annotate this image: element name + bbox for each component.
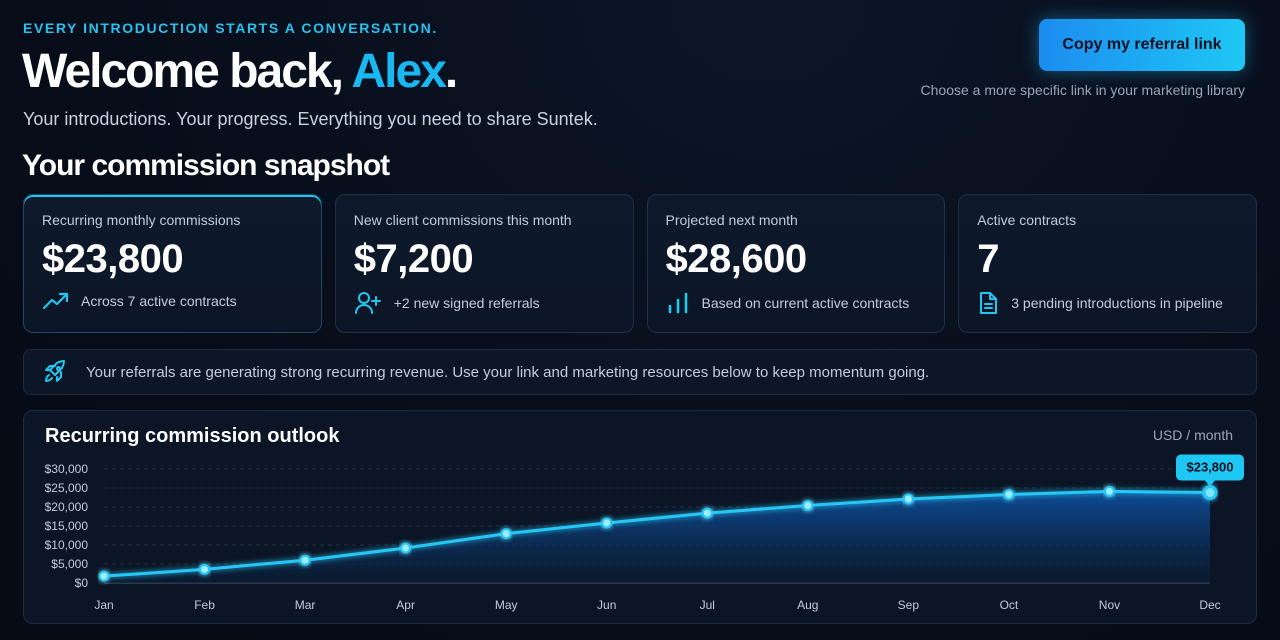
x-tick-label: Jul: [700, 598, 715, 612]
card-footnote-row: +2 new signed referrals: [354, 291, 615, 315]
card-label: Projected next month: [665, 212, 798, 228]
data-point: [601, 517, 613, 529]
user-plus-icon: [354, 292, 381, 314]
snapshot-cards: Recurring monthly commissions $23,800 Ac…: [23, 194, 1257, 333]
card-active-contracts[interactable]: Active contracts 7 3 pending introductio…: [958, 194, 1257, 333]
info-banner: Your referrals are generating strong rec…: [23, 349, 1257, 395]
snapshot-title: Your commission snapshot: [22, 149, 390, 182]
card-value: $7,200: [353, 237, 474, 281]
x-tick-label: Jun: [597, 598, 616, 612]
data-point: [199, 563, 211, 575]
data-point: [400, 542, 412, 554]
card-footnote: +2 new signed referrals: [393, 295, 540, 311]
x-tick-label: Aug: [797, 598, 818, 612]
user-name: Alex: [351, 45, 447, 98]
x-tick-label: Sep: [898, 598, 920, 612]
y-tick-label: $25,000: [45, 481, 89, 495]
cta-note: Choose a more specific link in your mark…: [920, 82, 1245, 98]
y-tick-label: $30,000: [45, 462, 89, 476]
data-point: [1003, 488, 1015, 500]
x-tick-label: Feb: [194, 598, 215, 612]
y-tick-label: $15,000: [45, 519, 89, 533]
card-new-client-commissions[interactable]: New client commissions this month $7,200…: [334, 194, 634, 333]
card-value: $28,600: [665, 237, 808, 281]
card-projected-next-month[interactable]: Projected next month $28,600 Based on cu…: [646, 194, 946, 333]
x-tick-label: Dec: [1199, 598, 1220, 612]
card-value: 7: [977, 237, 999, 281]
card-footnote-row: 3 pending introductions in pipeline: [977, 291, 1238, 315]
document-icon: [980, 292, 998, 314]
series-line: [103, 489, 1211, 578]
data-point: [802, 499, 814, 511]
commission-outlook-panel: $0 $5,000 $10,000 $15,000 $20,000 $25,000 $30,…: [23, 410, 1257, 624]
bar-chart-icon: [668, 292, 687, 314]
data-point: [500, 528, 512, 540]
data-point: [1202, 485, 1218, 501]
banner-text: Your referrals are generating strong rec…: [86, 363, 930, 381]
x-tick-label: Oct: [1000, 598, 1019, 612]
commission-outlook-chart: $0 $5,000 $10,000 $15,000 $20,000 $25,000 $30,…: [45, 454, 1244, 612]
welcome-suffix: .: [444, 45, 458, 98]
x-tick-label: Mar: [295, 598, 316, 612]
data-point: [701, 507, 713, 519]
card-value: $23,800: [42, 237, 184, 281]
page-subtitle: Your introductions. Your progress. Every…: [23, 109, 598, 129]
welcome-prefix: Welcome back,: [22, 45, 352, 98]
chart-title: Recurring commission outlook: [45, 425, 340, 447]
copy-referral-link-button[interactable]: Copy my referral link: [1039, 19, 1245, 71]
y-tick-label: $5,000: [51, 557, 88, 571]
data-point: [902, 493, 914, 505]
chart-unit: USD / month: [1152, 427, 1233, 443]
trending-up-icon: [42, 292, 69, 310]
value-callout-label: $23,800: [1187, 460, 1234, 475]
card-label: New client commissions this month: [353, 212, 572, 228]
value-callout: [1176, 454, 1244, 481]
x-tick-label: Jan: [94, 598, 113, 612]
y-tick-label: $0: [75, 576, 89, 590]
data-point: [1103, 485, 1115, 497]
rocket-icon: [45, 360, 65, 382]
data-point: [299, 554, 311, 566]
card-footnote-row: Across 7 active contracts: [42, 291, 303, 311]
card-recurring-commissions[interactable]: Recurring monthly commissions $23,800 Ac…: [23, 194, 322, 333]
y-tick-label: $10,000: [45, 538, 89, 552]
value-callout-pointer: [1205, 480, 1215, 487]
card-label: Recurring monthly commissions: [42, 212, 241, 228]
eyebrow-text: EVERY INTRODUCTION STARTS A CONVERSATION…: [23, 20, 438, 36]
card-footnote-row: Based on current active contracts: [666, 291, 927, 315]
x-tick-label: Nov: [1099, 598, 1120, 612]
card-footnote: Across 7 active contracts: [81, 293, 237, 309]
x-tick-label: Apr: [396, 598, 415, 612]
data-point: [98, 570, 110, 582]
card-label: Active contracts: [977, 212, 1077, 228]
card-footnote: Based on current active contracts: [701, 295, 910, 311]
area-fill: [104, 491, 1210, 583]
x-tick-label: May: [495, 598, 518, 612]
card-footnote: 3 pending introductions in pipeline: [1011, 295, 1223, 311]
welcome-heading: Welcome back, Alex.: [22, 44, 458, 99]
y-tick-label: $20,000: [45, 500, 89, 514]
